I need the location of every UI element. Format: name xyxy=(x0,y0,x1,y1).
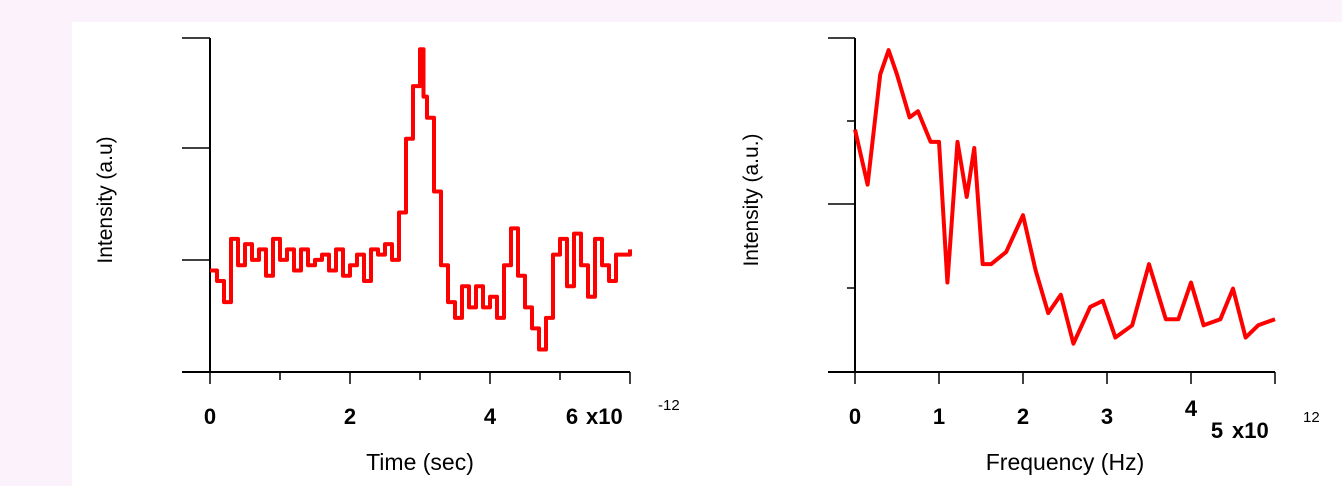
time-chart-xticks xyxy=(210,372,630,384)
time-chart-xtick-label: 4 xyxy=(484,404,497,429)
frequency-chart: Intensity (a.u.) Frequency (Hz) 0 1 2 3 … xyxy=(740,38,1320,475)
frequency-chart-xticks xyxy=(855,372,1275,384)
frequency-chart-multiplier: x10 xyxy=(1232,418,1269,443)
time-chart-xlabel: Time (sec) xyxy=(366,449,474,475)
time-chart-multiplier: x10 xyxy=(586,404,623,429)
frequency-chart-xtick-label: 0 xyxy=(849,404,861,429)
frequency-chart-multiplier-exponent: 12 xyxy=(1303,409,1320,426)
frequency-chart-xlabel: Frequency (Hz) xyxy=(986,449,1144,475)
frequency-chart-ylabel: Intensity (a.u.) xyxy=(740,133,763,266)
frequency-chart-xtick-label: 5 xyxy=(1211,418,1223,443)
frequency-chart-xtick-label: 3 xyxy=(1101,404,1113,429)
frequency-chart-xtick-label: 4 xyxy=(1185,396,1198,421)
time-chart-multiplier-exponent: -12 xyxy=(658,397,680,414)
time-chart-xtick-label: 0 xyxy=(204,404,216,429)
frequency-chart-series-line xyxy=(855,50,1275,344)
time-chart-xtick-label: 6 xyxy=(566,404,578,429)
frequency-chart-xtick-label: 2 xyxy=(1017,404,1029,429)
time-chart-series-line xyxy=(210,49,630,349)
time-chart-xtick-label: 2 xyxy=(344,404,356,429)
time-chart: Intensity (a.u) Time (sec) 0 2 4 6 x10 -… xyxy=(94,38,680,475)
time-chart-ylabel: Intensity (a.u) xyxy=(94,136,117,263)
frequency-chart-xtick-label: 1 xyxy=(933,404,945,429)
